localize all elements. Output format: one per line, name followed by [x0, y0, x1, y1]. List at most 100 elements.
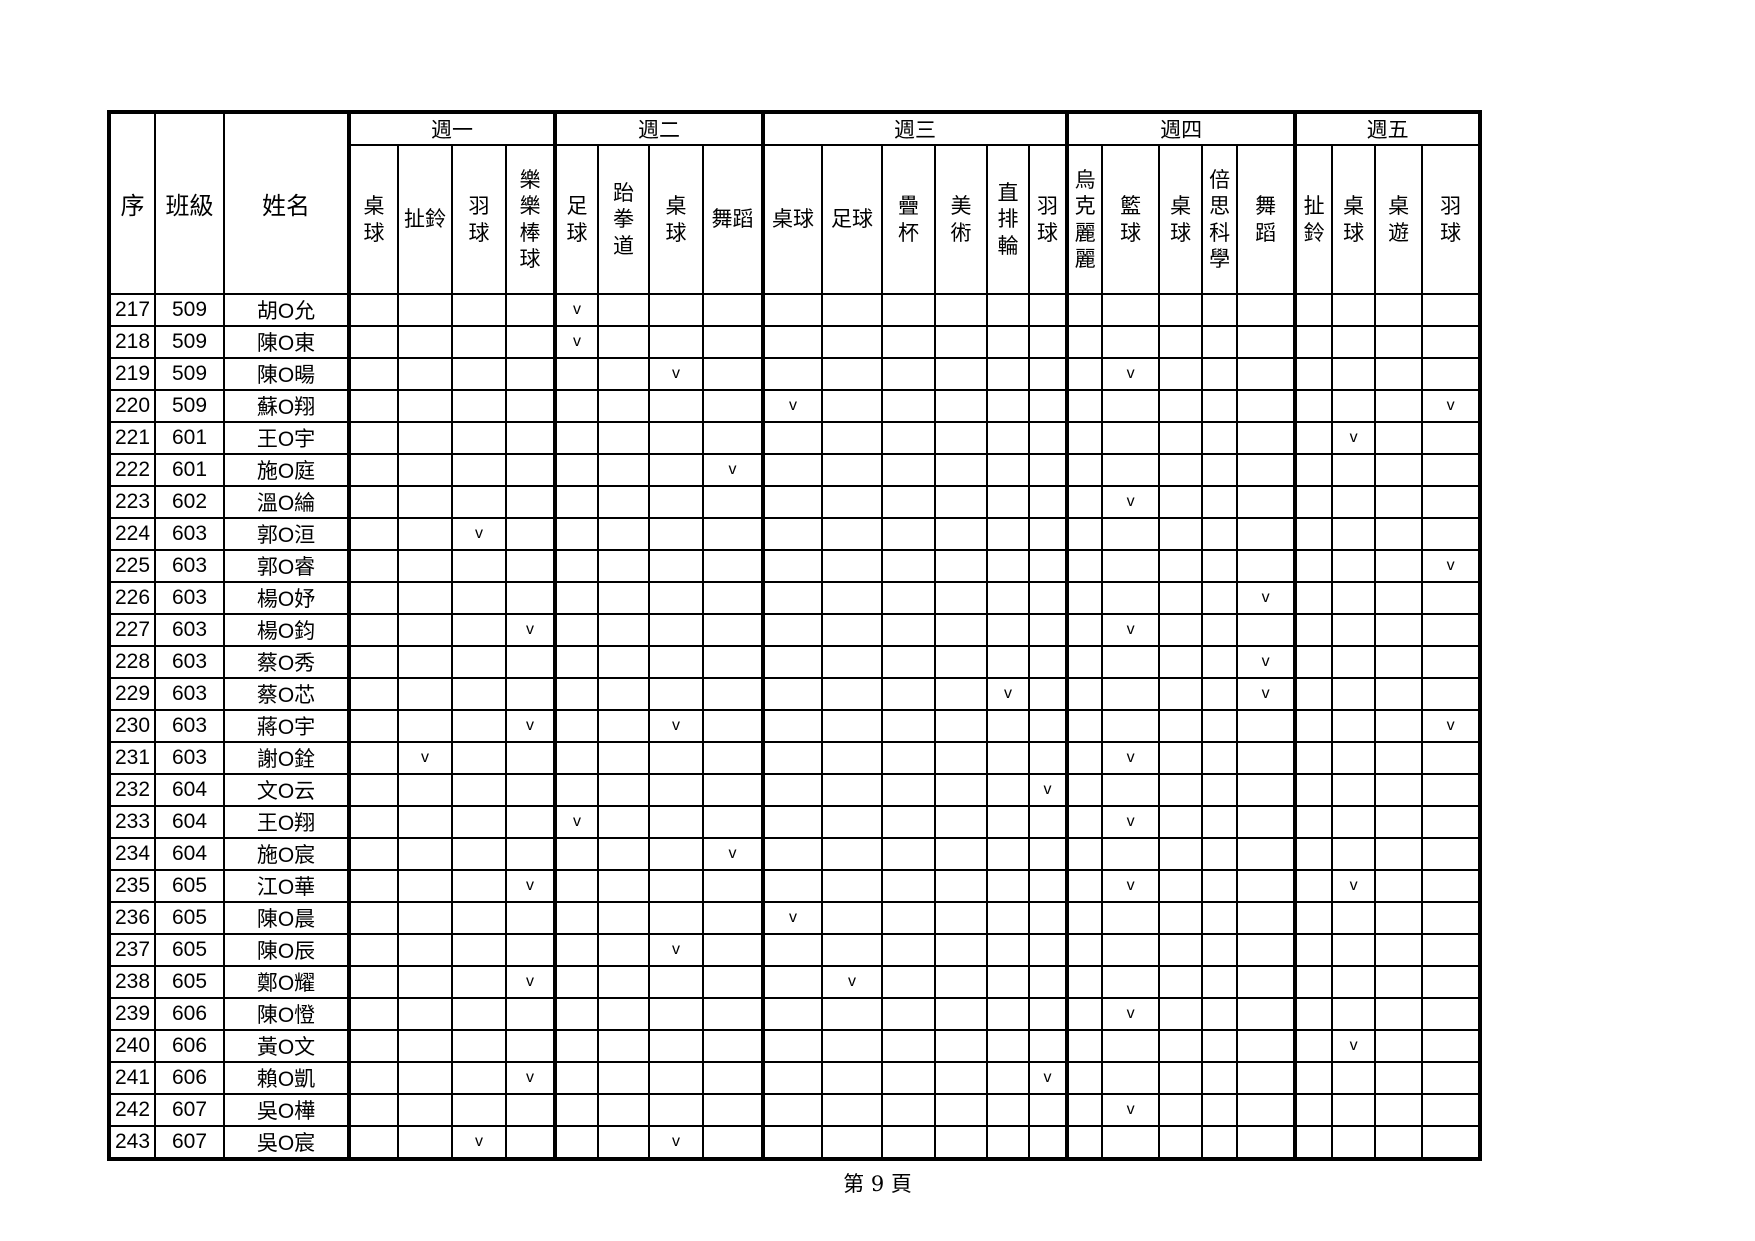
signup-cell — [1158, 485, 1204, 519]
signup-cell — [597, 741, 650, 775]
signup-cell — [505, 1093, 556, 1127]
signup-cell — [934, 357, 988, 391]
signup-cell — [702, 1125, 764, 1160]
signup-cell — [347, 1093, 399, 1127]
signup-cell — [1158, 1093, 1204, 1127]
signup-cell — [1236, 613, 1297, 647]
signup-cell — [934, 741, 988, 775]
signup-cell — [1374, 709, 1424, 743]
signup-cell — [702, 389, 764, 423]
signup-cell — [1101, 677, 1161, 711]
signup-cell — [1331, 485, 1377, 519]
signup-cell — [347, 677, 399, 711]
signup-cell — [1201, 1093, 1239, 1127]
signup-cell — [1201, 677, 1239, 711]
signup-cell — [702, 965, 764, 999]
signup-cell — [1331, 805, 1377, 839]
signup-cell — [1374, 581, 1424, 615]
signup-cell — [648, 485, 704, 519]
signup-cell — [1236, 357, 1297, 391]
signup-cell — [347, 485, 399, 519]
signup-cell — [986, 517, 1030, 551]
signup-cell — [986, 645, 1030, 679]
signup-cell — [1374, 357, 1424, 391]
signup-cell — [347, 293, 399, 327]
signup-cell — [597, 549, 650, 583]
signup-cell — [1293, 869, 1334, 903]
signup-cell — [1421, 485, 1482, 519]
signup-cell — [648, 325, 704, 359]
signup-cell — [761, 645, 823, 679]
signup-cell — [553, 517, 599, 551]
row-number-cell: 241 — [108, 1061, 156, 1095]
row-number-cell: 221 — [108, 421, 156, 455]
table-row: 217 509 胡O允 v — [108, 293, 1482, 327]
signup-cell — [1158, 869, 1204, 903]
signup-cell — [1293, 805, 1334, 839]
signup-cell — [1158, 677, 1204, 711]
signup-cell — [1101, 1125, 1161, 1160]
signup-cell — [553, 965, 599, 999]
signup-cell — [702, 645, 764, 679]
signup-cell — [347, 549, 399, 583]
signup-cell — [1331, 773, 1377, 807]
row-number-cell: 226 — [108, 581, 156, 615]
signup-cell — [1027, 997, 1069, 1031]
signup-cell — [1236, 933, 1297, 967]
signup-cell — [553, 741, 599, 775]
table-row: 237 605 陳O辰 v — [108, 933, 1482, 967]
signup-cell — [1201, 1029, 1239, 1063]
signup-cell — [505, 645, 556, 679]
signup-cell — [1201, 869, 1239, 903]
signup-cell — [1421, 1061, 1482, 1095]
signup-cell — [1374, 389, 1424, 423]
signup-cell — [1374, 1029, 1424, 1063]
signup-cell — [553, 901, 599, 935]
signup-cell — [934, 581, 988, 615]
student-name-cell: 陳O辰 — [223, 933, 350, 967]
signup-cell — [648, 965, 704, 999]
signup-cell — [397, 901, 453, 935]
signup-cell — [597, 1093, 650, 1127]
signup-cell — [1201, 709, 1239, 743]
signup-cell — [397, 965, 453, 999]
student-name-cell: 陳O憕 — [223, 997, 350, 1031]
fixed-column-header: 班級 — [154, 111, 225, 295]
signup-cell — [1027, 485, 1069, 519]
signup-cell — [934, 933, 988, 967]
club-roster-table: 序班級 姓名 週一 週二 週三 週四 週五桌球扯鈴羽球樂樂棒球足球跆拳道桌球舞蹈 桌球 足球疊杯… — [107, 110, 1483, 1161]
signup-cell — [347, 805, 399, 839]
signup-cell — [451, 997, 507, 1031]
signup-check-cell: v — [505, 709, 556, 743]
signup-cell — [553, 581, 599, 615]
signup-cell — [553, 1029, 599, 1063]
signup-cell — [1374, 997, 1424, 1031]
signup-cell — [821, 709, 883, 743]
signup-cell — [821, 933, 883, 967]
activity-column-header: 足球 — [821, 144, 883, 295]
student-name-cell: 江O華 — [223, 869, 350, 903]
signup-cell — [761, 549, 823, 583]
signup-cell — [553, 677, 599, 711]
signup-cell — [1421, 1029, 1482, 1063]
signup-cell — [934, 1029, 988, 1063]
signup-cell — [881, 997, 936, 1031]
signup-cell — [881, 933, 936, 967]
signup-cell — [1158, 389, 1204, 423]
table-row: 234 604 施O宸 v — [108, 837, 1482, 871]
signup-cell — [1201, 997, 1239, 1031]
signup-cell — [821, 549, 883, 583]
signup-cell — [986, 933, 1030, 967]
signup-cell — [881, 709, 936, 743]
signup-cell — [553, 485, 599, 519]
signup-cell — [1293, 645, 1334, 679]
signup-cell — [1236, 741, 1297, 775]
signup-cell — [986, 805, 1030, 839]
signup-cell — [648, 997, 704, 1031]
signup-cell — [505, 549, 556, 583]
signup-cell — [597, 709, 650, 743]
row-number-cell: 218 — [108, 325, 156, 359]
signup-cell — [505, 677, 556, 711]
signup-cell — [1065, 389, 1104, 423]
signup-cell — [1421, 453, 1482, 487]
